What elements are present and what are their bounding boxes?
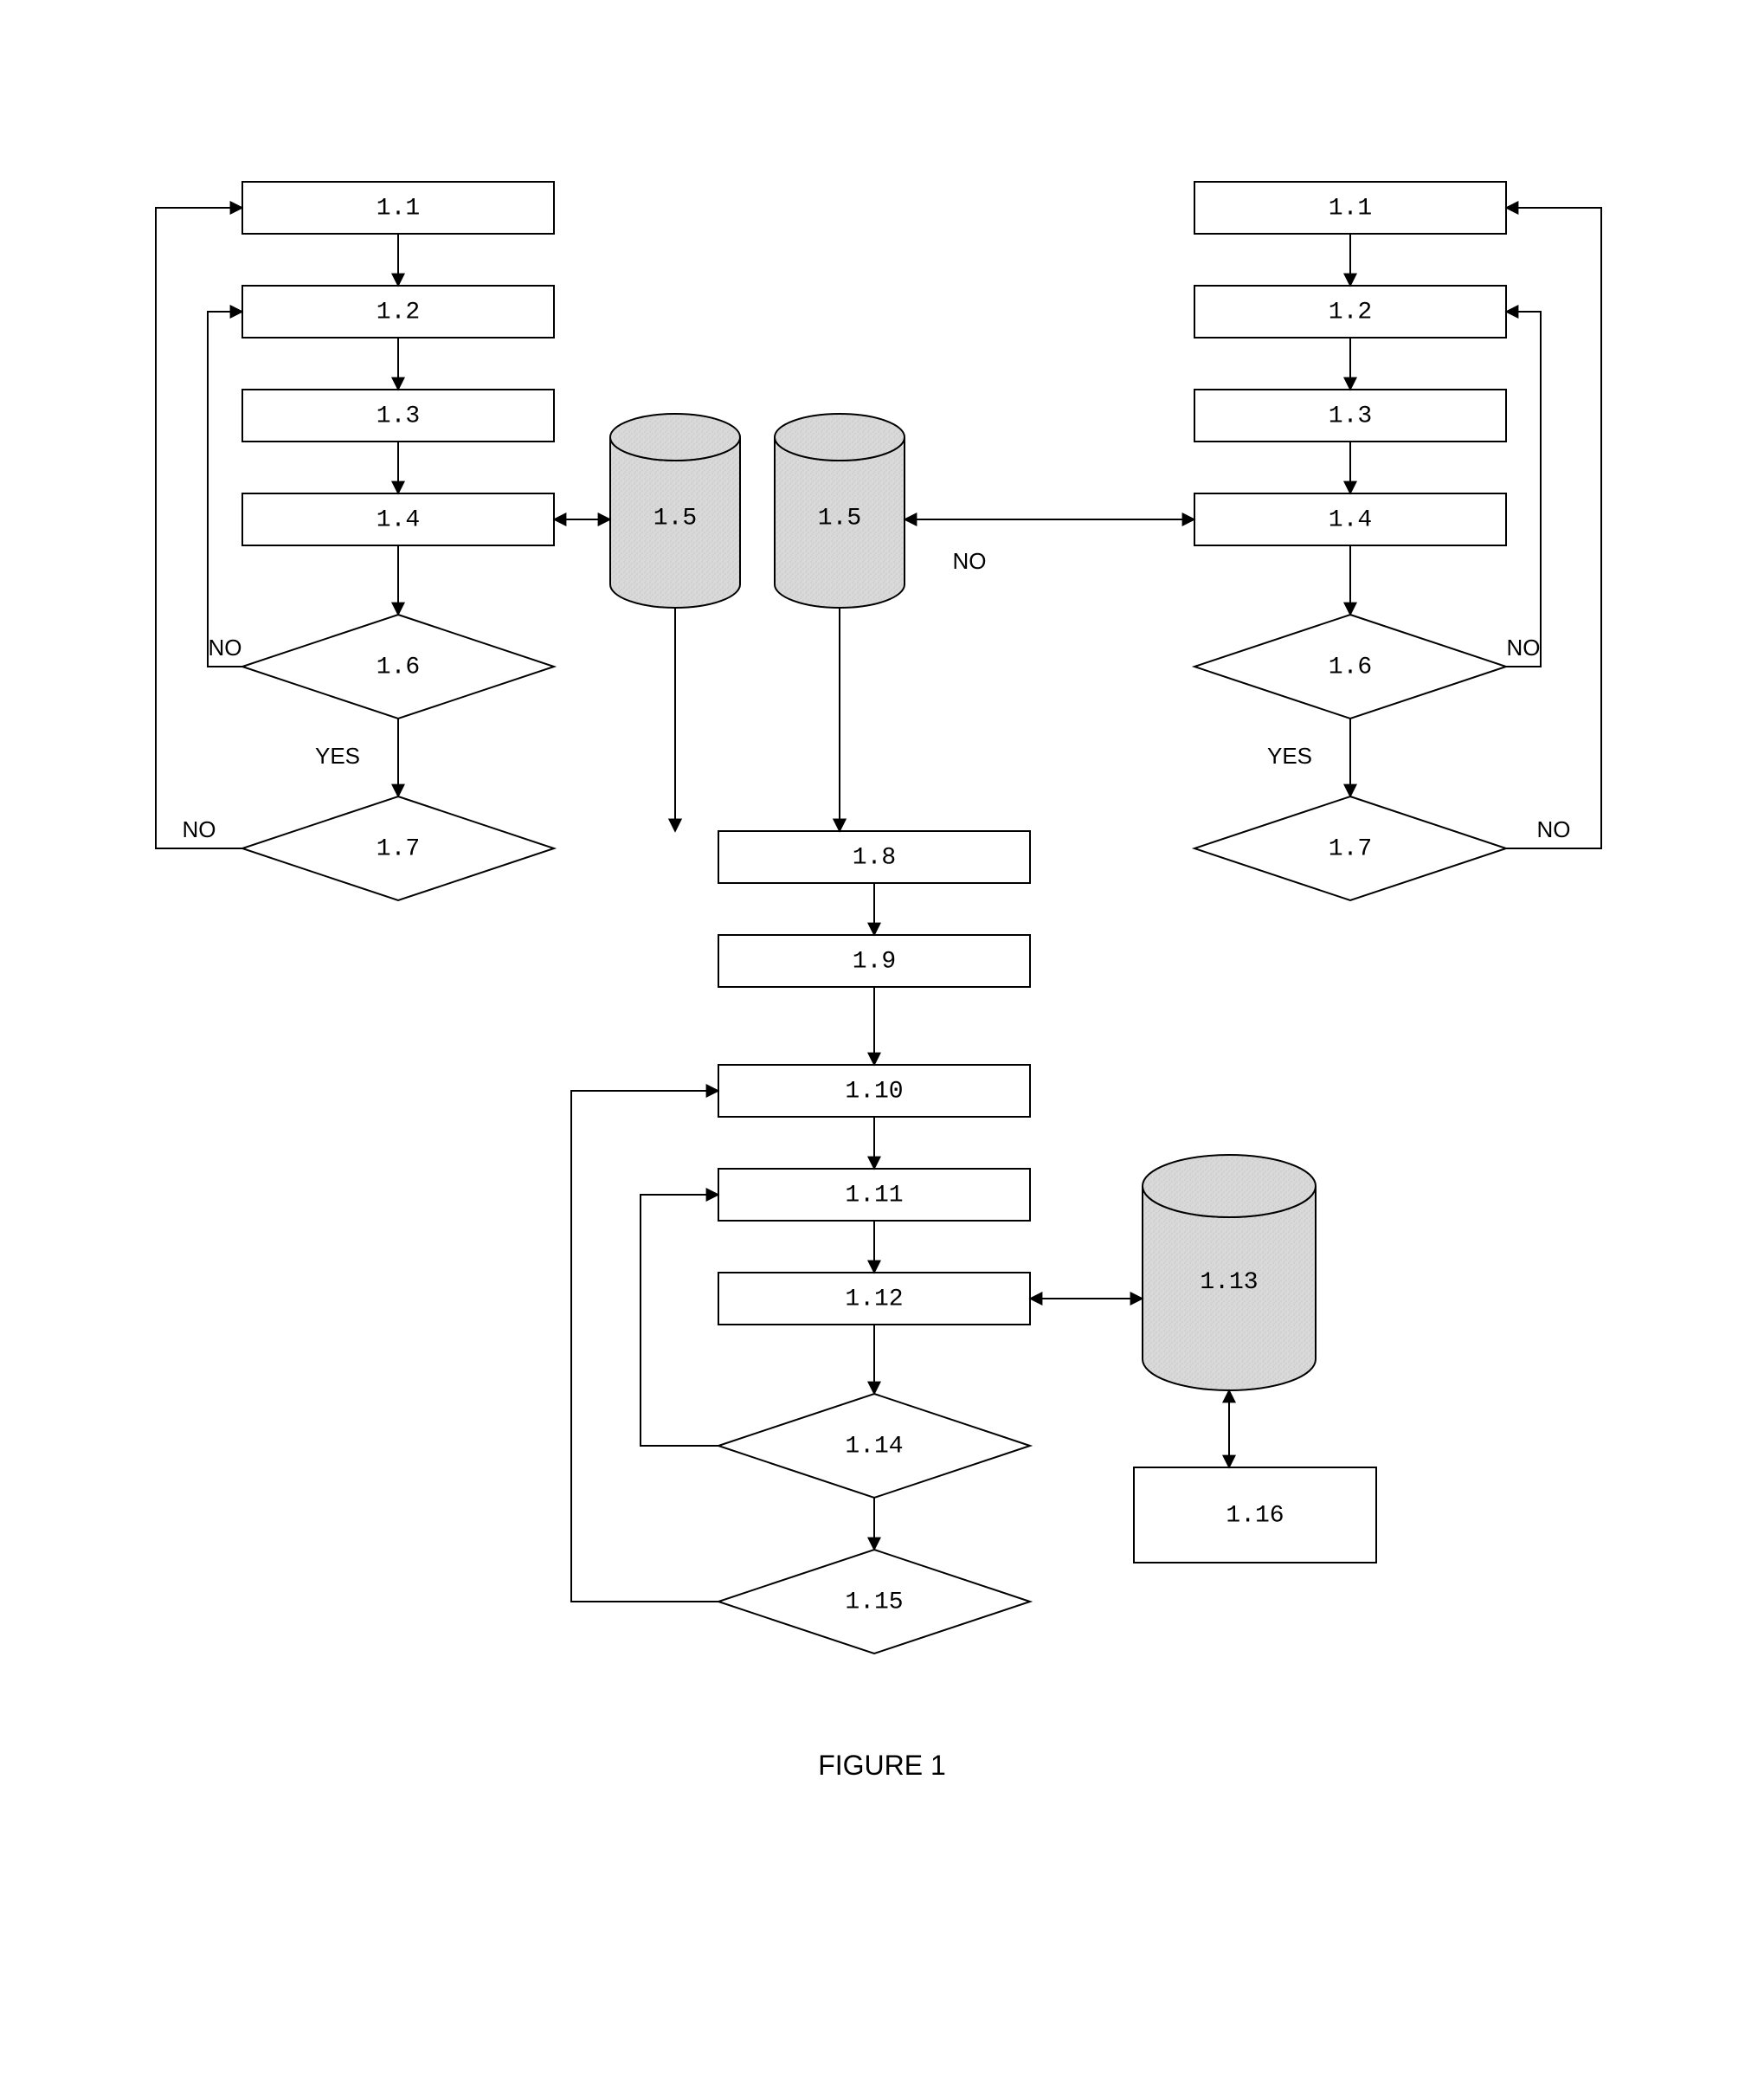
svg-text:1.5: 1.5: [818, 505, 861, 532]
svg-text:1.16: 1.16: [1226, 1502, 1284, 1529]
svg-text:1.5: 1.5: [653, 505, 697, 532]
svg-text:1.7: 1.7: [1329, 835, 1372, 862]
svg-text:1.4: 1.4: [377, 506, 420, 533]
svg-text:1.6: 1.6: [377, 654, 420, 680]
svg-text:1.2: 1.2: [1329, 299, 1372, 326]
svg-text:1.13: 1.13: [1200, 1269, 1258, 1296]
svg-text:1.6: 1.6: [1329, 654, 1372, 680]
svg-text:1.12: 1.12: [845, 1286, 903, 1312]
svg-text:1.4: 1.4: [1329, 506, 1372, 533]
svg-text:1.15: 1.15: [845, 1589, 903, 1615]
svg-text:NO: NO: [1507, 635, 1541, 661]
svg-text:1.2: 1.2: [377, 299, 420, 326]
svg-text:1.14: 1.14: [845, 1433, 903, 1460]
svg-text:1.11: 1.11: [845, 1182, 903, 1209]
svg-text:NO: NO: [953, 548, 987, 574]
svg-text:1.3: 1.3: [1329, 403, 1372, 429]
svg-text:1.1: 1.1: [1329, 195, 1372, 222]
svg-text:1.7: 1.7: [377, 835, 420, 862]
svg-text:1.1: 1.1: [377, 195, 420, 222]
svg-text:YES: YES: [1267, 743, 1312, 769]
svg-text:1.10: 1.10: [845, 1078, 903, 1105]
svg-text:NO: NO: [183, 816, 216, 842]
flowchart-figure-1: 1.1 1.2 1.3 1.4 1.5 1.6 1.7 1.1 1.2 1.3 1.4 1.5 1.6 1…: [0, 0, 1764, 2076]
figure-caption: FIGURE 1: [818, 1750, 946, 1781]
svg-text:YES: YES: [315, 743, 360, 769]
svg-text:NO: NO: [1537, 816, 1571, 842]
svg-text:1.8: 1.8: [853, 844, 896, 871]
svg-text:1.3: 1.3: [377, 403, 420, 429]
svg-text:1.9: 1.9: [853, 948, 896, 975]
svg-text:NO: NO: [209, 635, 242, 661]
